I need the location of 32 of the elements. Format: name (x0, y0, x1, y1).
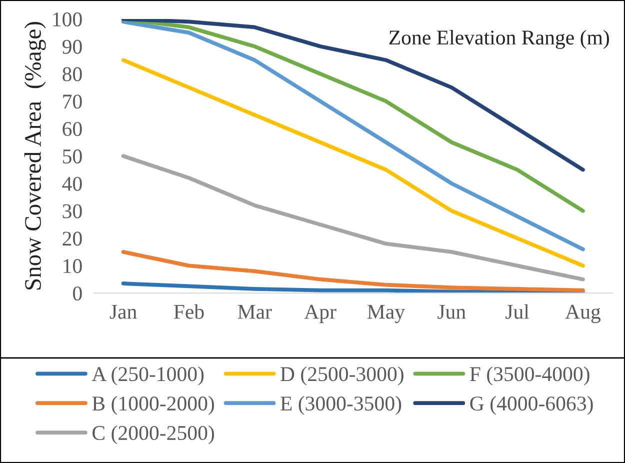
y-tick-label: 90 (62, 40, 82, 54)
legend-label: G (4000-6063) (470, 396, 593, 415)
x-tick-label: Aug (565, 304, 600, 324)
legend-label: D (2500-3000) (280, 366, 404, 386)
legend-label: E (3000-3500) (280, 396, 402, 415)
y-tick-label: 10 (64, 259, 82, 274)
y-tick-label: 0 (73, 286, 82, 301)
line-series (121, 58, 585, 268)
line-series (121, 250, 585, 292)
legend-label: F (3500-4000) (470, 366, 590, 386)
x-tick-label: Apr (304, 304, 336, 324)
x-tick-label: Jul (506, 304, 530, 319)
line-series (121, 282, 585, 294)
y-tick-label: 20 (62, 232, 82, 246)
y-tick-label: 60 (62, 122, 82, 136)
y-axis-title: Snow Covered Area (%age) (24, 22, 46, 290)
x-tick-label: Mar (238, 305, 272, 319)
x-tick-label: Jan (110, 305, 137, 319)
legend-label: A (250-1000) (92, 366, 204, 386)
x-tick-label: May (367, 304, 405, 324)
y-tick-label: 30 (62, 204, 82, 218)
legend-label: B (1000-2000) (92, 396, 214, 415)
y-tick-label: 80 (62, 67, 82, 82)
line-series (121, 154, 585, 282)
legend-label: C (2000-2500) (92, 425, 214, 444)
x-tick-label: Feb (174, 304, 204, 319)
legend-title: Zone Elevation Range (m) (389, 30, 609, 49)
y-tick-label: 70 (63, 94, 82, 109)
y-tick-label: 100 (53, 12, 82, 26)
y-tick-label: 40 (62, 176, 82, 191)
x-tick-label: Jun (438, 305, 466, 319)
y-tick-label: 50 (63, 149, 82, 164)
